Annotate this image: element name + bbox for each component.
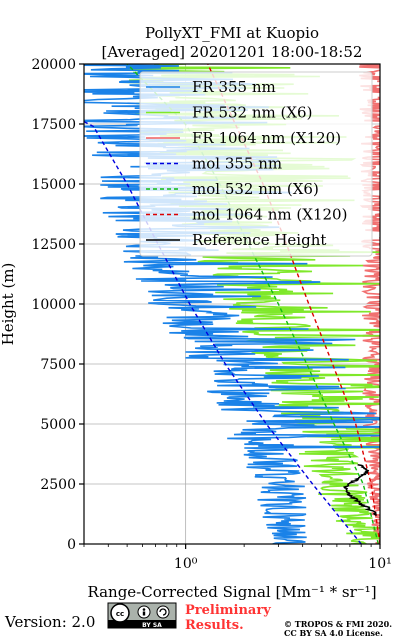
- x-tick-label: 10¹: [368, 556, 391, 572]
- y-tick-label: 7500: [40, 357, 76, 373]
- preliminary-line2: Results.: [185, 618, 244, 633]
- preliminary-line1: Preliminary: [185, 603, 271, 618]
- series-line-6: [343, 464, 378, 516]
- legend-label: mol 1064 nm (X120): [192, 206, 347, 224]
- legend: FR 355 nm FR 532 nm (X6) FR 1064 nm (X120)…: [139, 71, 373, 257]
- copyright-line2: CC BY SA 4.0 License.: [284, 628, 383, 638]
- legend-label: mol 355 nm: [192, 155, 282, 173]
- series-line-4: [126, 64, 379, 544]
- chart-title-line1: PollyXT_FMI at Kuopio: [145, 24, 319, 42]
- legend-label: FR 532 nm (X6): [192, 104, 312, 122]
- x-tick-label: 10⁰: [174, 556, 198, 572]
- y-tick-label: 5000: [40, 417, 76, 433]
- legend-label: FR 1064 nm (X120): [192, 129, 341, 147]
- y-tick-label: 12500: [31, 237, 76, 253]
- x-axis-label: Range-Corrected Signal [Mm⁻¹ * sr⁻¹]: [87, 583, 376, 601]
- legend-label: Reference Height: [192, 231, 326, 249]
- chart-title-line2: [Averaged] 20201201 18:00-18:52: [102, 43, 363, 61]
- series-line-3: [84, 120, 362, 544]
- y-tick-label: 20000: [31, 57, 76, 73]
- version-label: Version: 2.0: [4, 613, 95, 631]
- legend-label: FR 355 nm: [192, 78, 276, 96]
- y-tick-label: 0: [67, 537, 76, 553]
- ticks: 0 2500 5000 7500 10000 12500 15000 17500 20000 10…: [31, 57, 391, 572]
- y-tick-label: 17500: [31, 117, 76, 133]
- y-tick-label: 10000: [31, 297, 76, 313]
- legend-box: [139, 71, 373, 257]
- y-tick-label: 15000: [31, 177, 76, 193]
- cc-badge-label: BY SA: [142, 622, 162, 629]
- y-axis-label: Height (m): [0, 263, 17, 346]
- legend-label: mol 532 nm (X6): [192, 180, 319, 198]
- y-tick-label: 2500: [40, 477, 76, 493]
- cc-by-sa-icon: cc BY SA: [107, 602, 177, 629]
- copyright-line1: © TROPOS & FMI 2020.: [284, 619, 392, 629]
- svg-text:cc: cc: [116, 610, 124, 618]
